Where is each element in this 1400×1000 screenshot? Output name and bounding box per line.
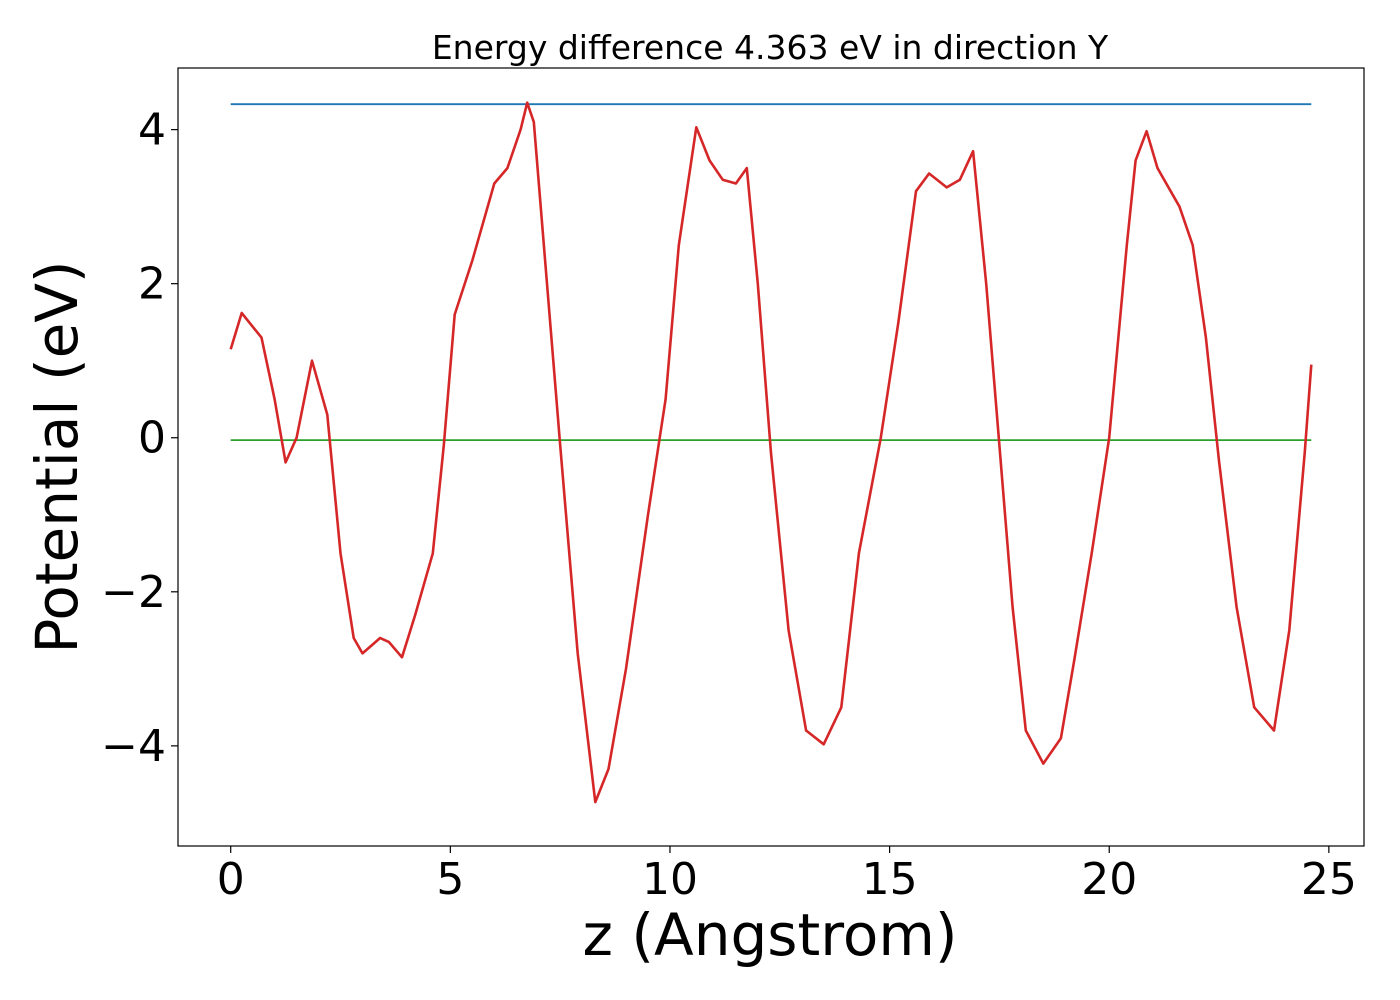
y-tick-label: 2 [138,259,166,310]
x-tick-label: 5 [436,854,464,905]
y-tick-label: −2 [101,567,166,618]
x-tick-label: 0 [217,854,245,905]
y-tick-label: 4 [138,105,166,156]
x-tick-label: 15 [862,854,918,905]
y-tick-label: −4 [101,721,166,772]
plot-frame [177,67,1365,847]
series-line-potential [229,101,1313,804]
x-tick-label: 20 [1081,854,1137,905]
x-tick-label: 25 [1301,854,1357,905]
x-axis-ticks: 0 5 10 15 20 25 [217,846,1357,905]
y-axis-label: Potential (eV) [23,260,91,653]
x-axis-label: z (Angstrom) [583,901,958,969]
x-tick-label: 10 [642,854,698,905]
y-axis-ticks: −4 −2 0 2 4 [101,105,178,772]
series-layer [229,101,1313,804]
chart-title: Energy difference 4.363 eV in direction … [432,28,1109,67]
y-tick-label: 0 [138,413,166,464]
